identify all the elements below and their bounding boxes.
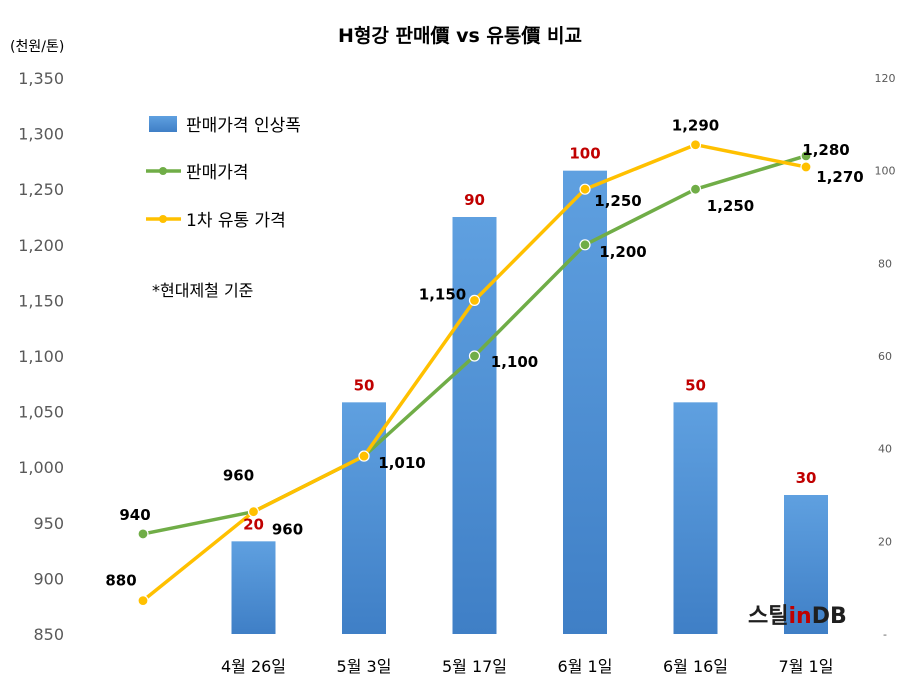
bar-value-label: 30 xyxy=(796,469,817,487)
bar-value-label: 50 xyxy=(354,376,375,394)
left-axis-tick: 1,250 xyxy=(18,180,64,199)
x-axis-tick: 7월 1일 xyxy=(779,657,834,676)
left-axis-tick: 1,350 xyxy=(18,69,64,88)
dist-price-value-label: 1,290 xyxy=(672,117,719,135)
sale-price-marker xyxy=(468,350,481,362)
dist-price-value-label: 1,150 xyxy=(419,285,466,303)
bar xyxy=(452,217,497,634)
x-axis-tick: 6월 1일 xyxy=(558,657,613,676)
left-axis-ticks: 850 900 950 1,000 1,050 1,100 1,150 1,200 1,250 1… xyxy=(18,69,64,644)
legend-swatch-sale-marker xyxy=(159,167,167,175)
x-axis-tick: 6월 16일 xyxy=(663,657,728,676)
right-axis-ticks: - 20 40 60 80 100 120 xyxy=(875,72,896,641)
left-axis-tick: 1,200 xyxy=(18,236,64,255)
bar-value-label: 100 xyxy=(569,145,600,163)
left-axis-tick: 1,150 xyxy=(18,291,64,310)
bar xyxy=(673,402,718,634)
sale-price-marker xyxy=(137,528,149,540)
dist-price-value-label: 960 xyxy=(272,521,303,539)
right-axis-tick: 100 xyxy=(875,165,896,178)
right-axis-tick: - xyxy=(883,628,887,641)
dist-price-marker xyxy=(468,294,481,306)
legend-label-sale: 판매가격 xyxy=(186,163,249,183)
left-axis-tick: 850 xyxy=(33,625,64,644)
left-axis-unit: (천원/톤) xyxy=(10,39,64,55)
bar xyxy=(231,541,276,634)
legend-swatch-bar xyxy=(149,116,177,132)
dist-price-value-label: 880 xyxy=(105,572,136,590)
left-axis-tick: 1,100 xyxy=(18,347,64,366)
bar-value-label: 50 xyxy=(685,376,706,394)
bar xyxy=(784,495,828,634)
x-axis-ticks: 4월 26일 5월 3일 5월 17일 6월 1일 6월 16일 7월 1일 xyxy=(221,657,833,676)
bar-value-label: 90 xyxy=(464,191,485,209)
right-axis-tick: 60 xyxy=(878,350,892,363)
bar-value-label: 20 xyxy=(243,515,264,533)
x-axis-tick: 5월 3일 xyxy=(337,657,392,676)
legend-label-bar: 판매가격 인상폭 xyxy=(186,116,301,136)
sale-price-marker xyxy=(800,150,812,162)
dist-price-marker xyxy=(800,161,812,173)
dist-price-value-label: 1,010 xyxy=(378,454,425,472)
sale-price-marker xyxy=(689,183,702,195)
logo-text: 스틸inDB xyxy=(748,604,847,629)
bar-series xyxy=(231,170,828,634)
legend-label-dist: 1차 유통 가격 xyxy=(186,211,286,231)
left-axis-tick: 950 xyxy=(33,514,64,533)
right-axis-tick: 20 xyxy=(878,535,892,548)
sale-price-value-label: 1,250 xyxy=(707,197,754,215)
right-axis-tick: 80 xyxy=(878,257,892,270)
left-axis-tick: 900 xyxy=(33,569,64,588)
sale-price-value-label: 940 xyxy=(119,506,150,524)
legend-swatch-dist-marker xyxy=(159,215,167,223)
left-axis-tick: 1,000 xyxy=(18,458,64,477)
dist-price-marker xyxy=(689,139,702,151)
sale-price-value-label: 1,100 xyxy=(491,353,538,371)
sale-price-marker xyxy=(579,239,591,251)
right-axis-tick: 120 xyxy=(875,72,896,85)
dist-price-value-label: 1,250 xyxy=(594,192,641,210)
data-labels: 20 50 90 100 50 30 940 960 1,100 1,200 1,250 1,280 8… xyxy=(105,117,863,590)
left-axis-tick: 1,050 xyxy=(18,403,64,422)
legend: 판매가격 인상폭 판매가격 1차 유통 가격 xyxy=(146,116,301,231)
x-axis-tick: 5월 17일 xyxy=(442,657,507,676)
chart-title: H형강 판매價 vs 유통價 비교 xyxy=(338,24,582,47)
sale-price-value-label: 1,200 xyxy=(599,243,646,261)
right-axis-tick: 40 xyxy=(878,443,892,456)
sale-price-value-label: 1,280 xyxy=(802,141,849,159)
dist-price-marker xyxy=(579,183,591,195)
logo: 스틸inDB xyxy=(748,604,847,629)
dist-price-marker xyxy=(137,595,149,607)
dist-price-value-label: 1,270 xyxy=(816,168,863,186)
x-axis-tick: 4월 26일 xyxy=(221,657,286,676)
dist-price-marker xyxy=(358,450,370,462)
source-note: *현대제철 기준 xyxy=(152,281,253,300)
left-axis-tick: 1,300 xyxy=(18,125,64,144)
line-series xyxy=(137,139,812,607)
sale-price-value-label: 960 xyxy=(223,467,254,485)
dist-price-marker xyxy=(247,506,260,518)
